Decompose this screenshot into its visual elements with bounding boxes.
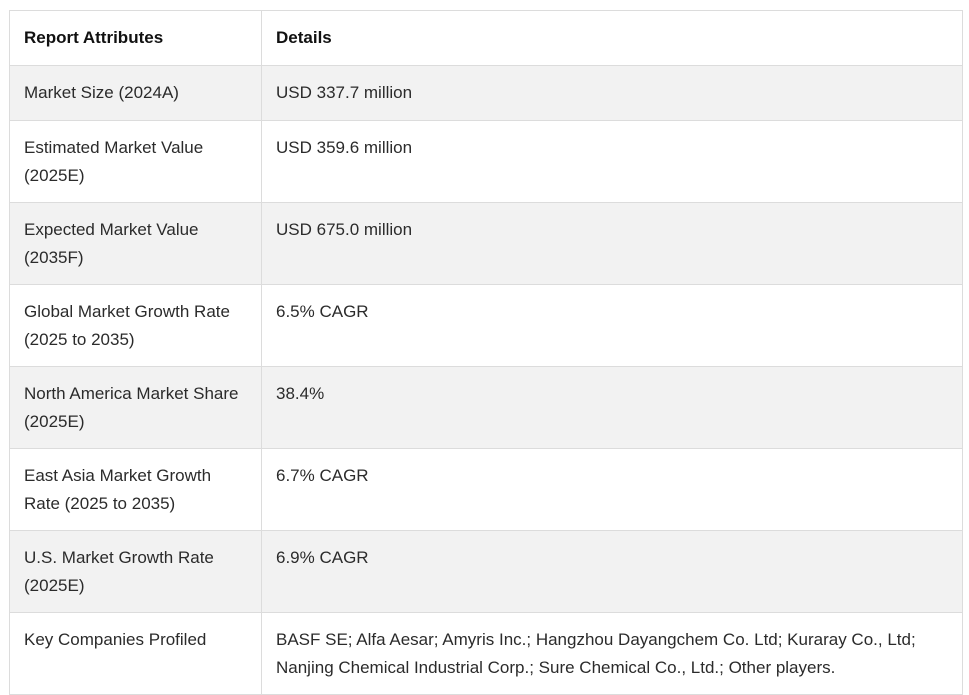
table-row: Estimated Market Value (2025E) USD 359.6… [9, 120, 963, 203]
attribute-cell: Estimated Market Value (2025E) [9, 120, 262, 203]
details-cell: BASF SE; Alfa Aesar; Amyris Inc.; Hangzh… [261, 612, 963, 695]
attribute-cell: Key Companies Profiled [9, 612, 262, 695]
table-row: Key Companies Profiled BASF SE; Alfa Aes… [9, 612, 963, 695]
details-cell: USD 337.7 million [261, 65, 963, 121]
attribute-cell: U.S. Market Growth Rate (2025E) [9, 530, 262, 613]
attribute-cell: Global Market Growth Rate (2025 to 2035) [9, 284, 262, 367]
table-row: Market Size (2024A) USD 337.7 million [9, 65, 963, 121]
details-cell: 6.7% CAGR [261, 448, 963, 531]
details-cell: 38.4% [261, 366, 963, 449]
attribute-cell: North America Market Share (2025E) [9, 366, 262, 449]
details-cell: USD 675.0 million [261, 202, 963, 285]
table-header-row: Report Attributes Details [9, 10, 963, 66]
report-attributes-table: Report Attributes Details Market Size (2… [9, 10, 963, 695]
report-attributes-table-container: Report Attributes Details Market Size (2… [9, 10, 963, 695]
attribute-cell: East Asia Market Growth Rate (2025 to 20… [9, 448, 262, 531]
details-cell: 6.9% CAGR [261, 530, 963, 613]
table-row: U.S. Market Growth Rate (2025E) 6.9% CAG… [9, 530, 963, 613]
header-details: Details [261, 10, 963, 66]
table-row: Global Market Growth Rate (2025 to 2035)… [9, 284, 963, 367]
table-row: East Asia Market Growth Rate (2025 to 20… [9, 448, 963, 531]
attribute-cell: Market Size (2024A) [9, 65, 262, 121]
table-row: Expected Market Value (2035F) USD 675.0 … [9, 202, 963, 285]
details-cell: USD 359.6 million [261, 120, 963, 203]
header-report-attributes: Report Attributes [9, 10, 262, 66]
table-row: North America Market Share (2025E) 38.4% [9, 366, 963, 449]
attribute-cell: Expected Market Value (2035F) [9, 202, 262, 285]
details-cell: 6.5% CAGR [261, 284, 963, 367]
